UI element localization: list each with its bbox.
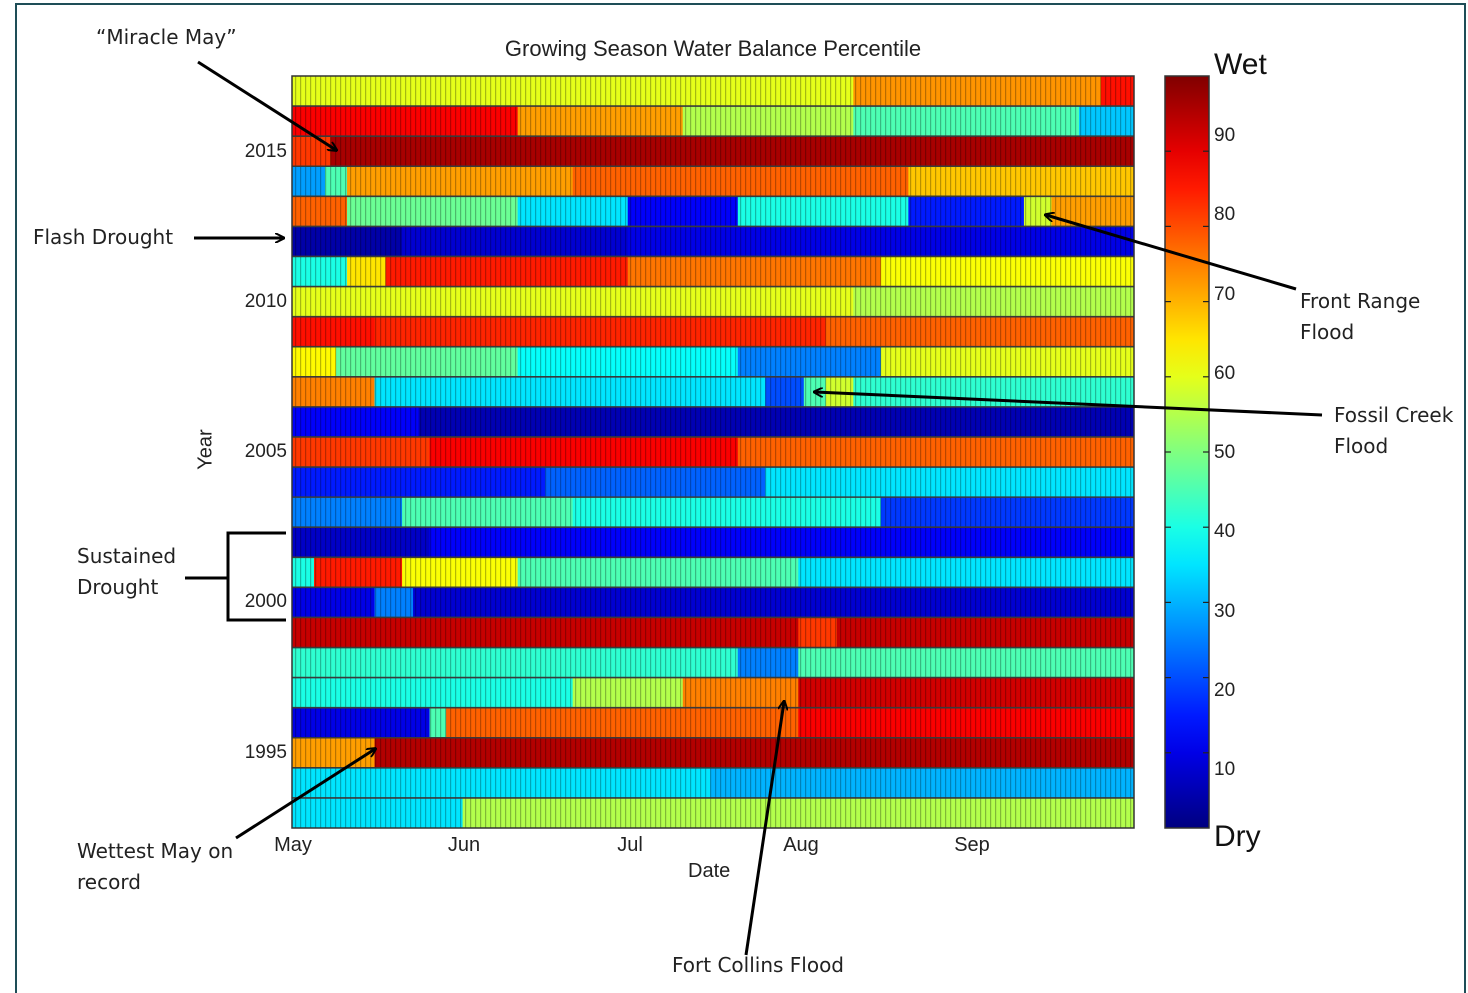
y-tick-label: 2015 bbox=[244, 141, 287, 162]
colorbar-tick-label: 60 bbox=[1214, 363, 1236, 384]
miracle-may-arrow bbox=[197, 60, 336, 150]
fort-collins-flood-arrow bbox=[744, 702, 784, 956]
annotation-sustained-drought: Sustained Drought bbox=[77, 544, 177, 599]
plot-border bbox=[291, 75, 1135, 829]
colorbar-tick-label: 10 bbox=[1214, 759, 1236, 780]
x-tick-label: Sep bbox=[954, 834, 990, 856]
x-tick-label: May bbox=[274, 834, 312, 856]
annotation-fossil-creek-flood: Fossil Creek Flood bbox=[1334, 403, 1454, 458]
x-tick-label: Aug bbox=[783, 834, 819, 856]
annotation-wettest-may: Wettest May on record bbox=[77, 839, 234, 894]
colorbar-tick-label: 30 bbox=[1214, 601, 1236, 622]
colorbar-tick-label: 50 bbox=[1214, 442, 1236, 463]
x-tick-label: Jul bbox=[617, 834, 643, 856]
annotation-miracle-may: “Miracle May” bbox=[96, 25, 237, 49]
colorbar-tick-label: 20 bbox=[1214, 680, 1236, 701]
colorbar-tick-label: 90 bbox=[1214, 125, 1236, 146]
y-tick-label: 2000 bbox=[244, 591, 287, 612]
left-edge-strip bbox=[0, 0, 16, 993]
annotation-fort-collins-flood: Fort Collins Flood bbox=[672, 953, 845, 977]
colorbar-bottom-label: Dry bbox=[1214, 820, 1261, 853]
chart-title: Growing Season Water Balance Percentile bbox=[504, 36, 922, 61]
cell-stripe-overlay bbox=[292, 76, 1134, 828]
fossil-creek-flood-arrow bbox=[815, 392, 1323, 417]
colorbar-top-label: Wet bbox=[1214, 48, 1267, 81]
x-axis-label: Date bbox=[688, 860, 731, 882]
colorbar-tick-label: 80 bbox=[1214, 204, 1236, 225]
x-tick-label: Jun bbox=[447, 834, 481, 856]
colorbar-tick-label: 70 bbox=[1214, 284, 1236, 305]
annotation-front-range-flood: Front Range Flood bbox=[1300, 289, 1421, 344]
y-tick-label: 2005 bbox=[244, 441, 287, 462]
y-tick-label: 2010 bbox=[244, 291, 287, 312]
colorbar-tick-label: 40 bbox=[1214, 521, 1236, 542]
y-tick-label: 1995 bbox=[244, 742, 287, 763]
wettest-may-arrow bbox=[235, 749, 375, 840]
annotation-flash-drought: Flash Drought bbox=[33, 225, 174, 249]
sustained-drought-bracket bbox=[185, 531, 286, 622]
front-range-flood-arrow bbox=[1046, 215, 1297, 291]
